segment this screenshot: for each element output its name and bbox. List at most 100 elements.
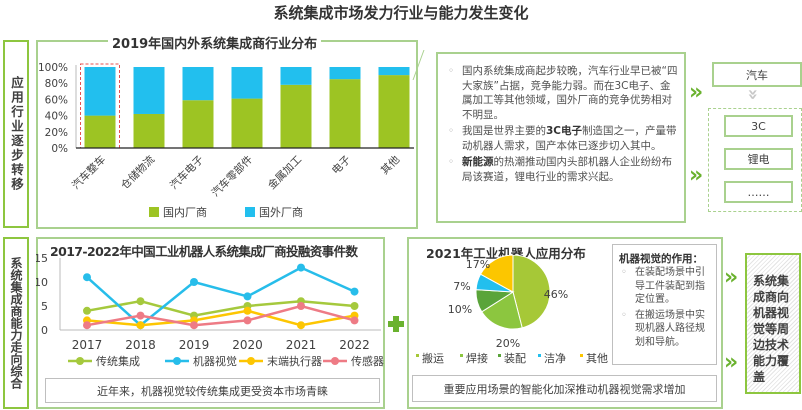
y-tick-label: 100% <box>38 62 68 74</box>
section-label-industry: 应用行业逐步转移 <box>3 40 29 228</box>
pie-slice-焊接 <box>481 291 523 330</box>
pie-chart: 46% 20% 10% 7% 17% 搬运 焊接 装配 洁净 其他 <box>416 255 608 365</box>
point-传统集成 <box>83 306 91 315</box>
bar-国内厂商 <box>329 79 361 148</box>
x-tick-label: 2018 <box>125 338 156 352</box>
legend-marker <box>76 357 84 365</box>
x-tick-label: 2017 <box>72 338 103 352</box>
point-机器视觉 <box>243 292 252 301</box>
chevron-right-icon: » <box>724 350 739 375</box>
x-tick-label: 汽车电子 <box>167 153 206 192</box>
bar-国内厂商 <box>182 100 214 148</box>
legend-label: 焊接 <box>466 351 488 365</box>
legend-swatch <box>580 354 583 357</box>
point-末端执行器 <box>243 306 252 315</box>
bar-chart-title: 2019年国内外系统集成商行业分布 <box>108 33 322 52</box>
legend-swatch <box>416 354 419 357</box>
legend-label: 装配 <box>504 352 526 365</box>
bar-国内厂商 <box>133 113 165 148</box>
industry-from: 汽车 <box>712 62 802 87</box>
page-title: 系统集成市场发力行业与能力发生变化 <box>273 4 529 22</box>
legend-marker <box>331 357 339 365</box>
vision-item: 在搬运场景中实现机器人路径规划和导航。 <box>619 309 712 350</box>
legend-label: 搬运 <box>422 351 444 365</box>
x-tick-label: 金属加工 <box>265 153 304 192</box>
legend-label: 传统集成 <box>96 354 140 368</box>
line-传感器 <box>86 304 355 327</box>
industry-to-item: 3C <box>724 115 793 137</box>
pie-data-label: 10% <box>448 303 472 316</box>
pie-chart-caption: 重要应用场景的智能化加深推动机器视觉需求增加 <box>412 375 717 402</box>
bar-国外厂商 <box>231 67 263 99</box>
x-tick-label: 汽车零部件 <box>209 153 255 199</box>
y-tick-label: 5 <box>41 300 48 313</box>
point-传感器 <box>243 316 252 325</box>
legend-label: 末端执行器 <box>267 354 322 368</box>
legend-swatch <box>149 207 159 217</box>
pie-chart-title: 2021年工业机器人应用分布 <box>426 246 586 261</box>
pie-data-label: 17% <box>466 258 490 271</box>
point-传统集成 <box>136 297 145 306</box>
x-tick-label: 其他 <box>378 153 402 177</box>
y-tick-label: 0% <box>51 143 68 155</box>
legend-swatch <box>538 354 541 357</box>
point-传统集成 <box>350 302 359 310</box>
pie-data-label: 46% <box>544 288 568 301</box>
y-tick-label: 40% <box>45 111 68 123</box>
y-tick-label: 80% <box>45 78 68 90</box>
legend-label: 其他 <box>586 352 608 365</box>
bar-国外厂商 <box>378 67 410 76</box>
industry-to-item: …… <box>724 181 793 203</box>
chevron-right-icon: » <box>689 80 704 105</box>
callout-item: 我国是世界主要的3C电子制造国之一，产量带动机器人需求，国产本体已逐步切入其中。 <box>446 124 678 153</box>
pie-data-label: 20% <box>496 337 520 350</box>
pie-slice-搬运 <box>512 255 551 329</box>
bar-国外厂商 <box>329 67 361 80</box>
legend-marker <box>173 357 181 365</box>
chevron-right-icon: » <box>689 163 704 188</box>
line-chart-caption: 近年来，机器视觉较传统集成更受资本市场青睐 <box>45 378 380 403</box>
line-chart: 0 5 10 15 2017 2018 2019 2020 2021 2022 传统集成 机器视觉 末端… <box>36 252 384 368</box>
x-tick-label: 2021 <box>286 338 317 352</box>
bar-国内厂商 <box>231 98 263 148</box>
y-tick-label: 10 <box>36 276 48 289</box>
bar-国内厂商 <box>84 115 116 148</box>
x-tick-label: 2022 <box>339 338 370 352</box>
pie-slice-其他 <box>479 255 514 293</box>
pie-chart-panel <box>407 237 723 409</box>
conclusion-box: 系统集成商向机器视觉等周边技术能力覆盖 <box>745 253 801 394</box>
point-机器视觉 <box>350 287 359 296</box>
legend-label: 传感器 <box>351 355 384 368</box>
point-机器视觉 <box>190 278 198 286</box>
point-传感器 <box>190 321 198 330</box>
chevron-down-icon: » <box>742 88 764 101</box>
legend-label: 机器视觉 <box>193 354 237 368</box>
x-tick-label: 仓储物流 <box>118 153 157 192</box>
pie-data-label: 7% <box>453 280 470 293</box>
plus-icon <box>388 316 404 332</box>
legend-swatch <box>245 207 255 217</box>
bar-国内厂商 <box>378 75 410 148</box>
industry-to-item: 锂电 <box>724 148 793 170</box>
x-tick-label: 2019 <box>179 338 210 352</box>
y-tick-label: 20% <box>45 127 68 139</box>
legend-label: 国内厂商 <box>163 205 207 219</box>
x-tick-label: 2020 <box>232 338 263 352</box>
legend-label: 洁净 <box>544 351 566 365</box>
point-传感器 <box>83 321 91 330</box>
bar-国内厂商 <box>280 84 312 148</box>
point-机器视觉 <box>297 263 305 272</box>
x-tick-label: 汽车整车 <box>69 153 108 192</box>
y-tick-label: 15 <box>36 252 48 265</box>
point-传感器 <box>350 316 359 325</box>
bar-国外厂商 <box>84 67 116 116</box>
bar-国外厂商 <box>133 67 165 114</box>
point-末端执行器 <box>297 321 305 330</box>
legend-label: 国外厂商 <box>259 205 303 219</box>
point-传感器 <box>297 302 305 310</box>
line-chart-panel <box>36 237 385 409</box>
legend-swatch <box>460 354 463 357</box>
line-传统集成 <box>86 299 355 317</box>
bar-国外厂商 <box>280 67 312 85</box>
chevron-right-icon: » <box>724 265 739 290</box>
